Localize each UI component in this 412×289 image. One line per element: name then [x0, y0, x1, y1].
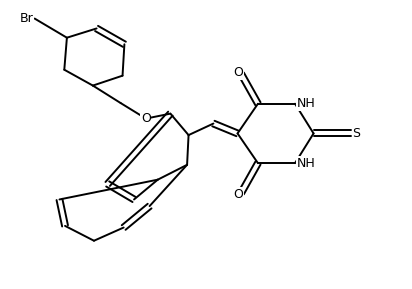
Text: O: O [234, 188, 243, 201]
Text: NH: NH [297, 97, 315, 110]
Text: O: O [141, 112, 151, 125]
Text: S: S [352, 127, 360, 140]
Text: NH: NH [297, 157, 315, 170]
Text: Br: Br [19, 12, 33, 25]
Text: O: O [234, 66, 243, 79]
